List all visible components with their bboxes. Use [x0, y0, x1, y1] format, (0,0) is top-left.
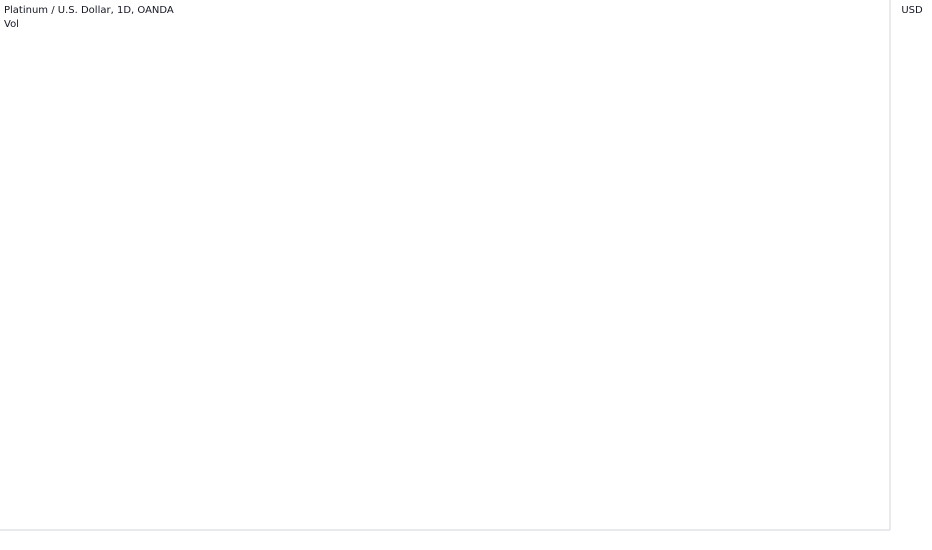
- price-axis: [890, 0, 932, 550]
- legend-volume: Vol: [4, 19, 19, 30]
- chart-title: Platinum / U.S. Dollar, 1D, OANDA: [4, 5, 174, 16]
- currency: USD: [901, 5, 923, 16]
